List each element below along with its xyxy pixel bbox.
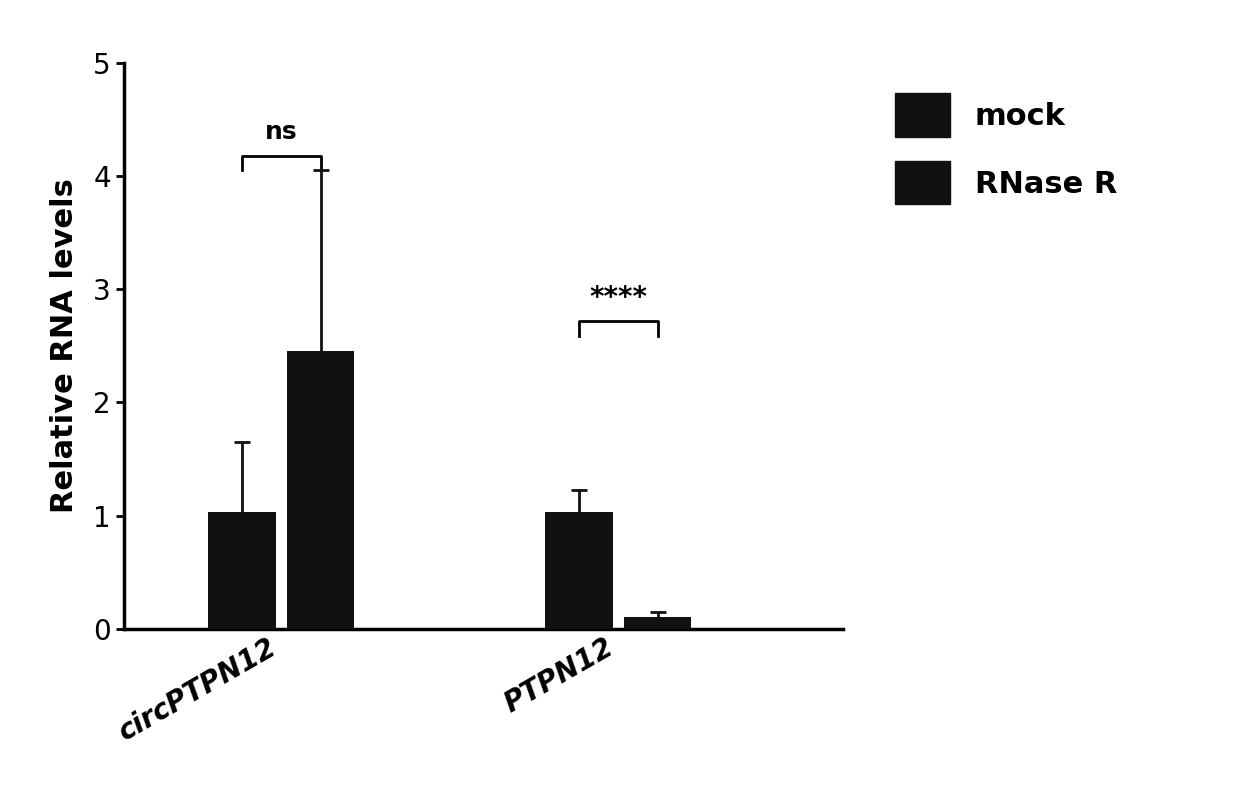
Bar bbox=[208, 512, 275, 629]
Text: ****: **** bbox=[589, 284, 647, 312]
Text: ns: ns bbox=[265, 120, 298, 145]
Bar bbox=[286, 351, 355, 629]
Y-axis label: Relative RNA levels: Relative RNA levels bbox=[50, 178, 79, 513]
Bar bbox=[546, 512, 613, 629]
Bar bbox=[624, 618, 692, 629]
Legend: mock, RNase R: mock, RNase R bbox=[880, 78, 1132, 219]
